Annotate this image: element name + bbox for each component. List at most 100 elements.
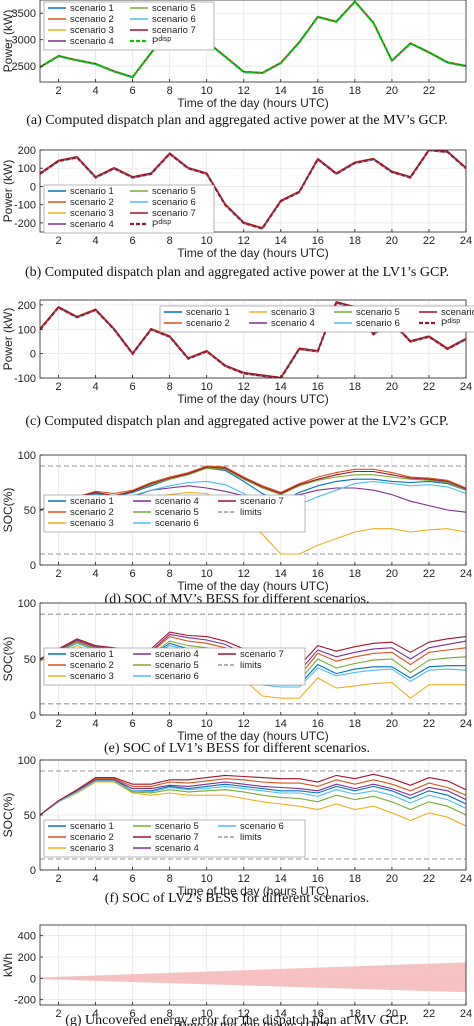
legend-label: scenario 7 xyxy=(152,208,196,219)
legend-label: scenario 3 xyxy=(70,518,114,529)
x-tick-label: 14 xyxy=(275,873,287,885)
x-tick-label: 4 xyxy=(93,1008,99,1020)
legend-label: scenario 5 xyxy=(356,307,400,318)
x-tick-label: 16 xyxy=(312,381,324,393)
y-tick-label: 0 xyxy=(30,973,36,985)
x-tick-label: 2 xyxy=(55,1008,61,1020)
legend-label: scenario 7 xyxy=(240,496,284,507)
legend-label: scenario 5 xyxy=(152,3,196,14)
figure-caption: (a) Computed dispatch plan and aggregate… xyxy=(26,113,447,128)
legend-label: Pdisp xyxy=(152,36,171,48)
legend-label: scenario 2 xyxy=(70,507,114,518)
legend-label: scenario 6 xyxy=(240,821,284,832)
y-tick-label: 0 xyxy=(30,865,36,877)
error-band xyxy=(40,962,466,993)
legend-label: Pdisp xyxy=(152,219,171,231)
y-axis-label: Power (kW) xyxy=(1,308,15,371)
legend-label: scenario 2 xyxy=(70,197,114,208)
x-tick-label: 4 xyxy=(93,718,99,730)
legend-label: scenario 6 xyxy=(152,14,196,25)
x-tick-label: 4 xyxy=(93,873,99,885)
x-tick-label: 8 xyxy=(167,235,173,247)
legend-label: scenario 5 xyxy=(155,660,199,671)
legend-box xyxy=(43,494,306,533)
y-axis-label: SOC(%) xyxy=(1,488,15,533)
x-tick-label: 18 xyxy=(349,718,361,730)
legend-box xyxy=(43,647,306,686)
y-tick-label: 100 xyxy=(18,450,36,462)
y-tick-label: 3000 xyxy=(12,35,36,47)
legend-label: scenario 4 xyxy=(155,649,199,660)
x-tick-label: 16 xyxy=(312,85,324,97)
y-tick-label: 100 xyxy=(18,598,36,610)
y-tick-label: 200 xyxy=(18,300,36,312)
figure-caption: (b) Computed dispatch plan and aggregate… xyxy=(25,265,449,280)
x-tick-label: 22 xyxy=(423,235,435,247)
x-tick-label: 22 xyxy=(423,718,435,730)
legend-label: limits xyxy=(240,507,262,518)
x-tick-label: 18 xyxy=(349,381,361,393)
y-tick-label: -100 xyxy=(14,200,36,212)
plot-layer xyxy=(40,770,466,860)
x-tick-label: 24 xyxy=(460,873,472,885)
x-tick-label: 18 xyxy=(349,1008,361,1020)
legend-label: limits xyxy=(240,832,262,843)
x-tick-label: 14 xyxy=(275,381,287,393)
legend-label: scenario 1 xyxy=(70,186,114,197)
x-tick-label: 22 xyxy=(423,568,435,580)
x-tick-label: 2 xyxy=(55,873,61,885)
y-axis-label: SOC(%) xyxy=(1,793,15,838)
y-tick-label: 0 xyxy=(30,710,36,722)
x-tick-label: 4 xyxy=(93,235,99,247)
y-tick-label: 0 xyxy=(30,181,36,193)
legend-label: scenario 4 xyxy=(271,318,315,329)
x-tick-label: 6 xyxy=(130,718,136,730)
x-tick-label: 2 xyxy=(55,718,61,730)
y-tick-label: 0 xyxy=(30,560,36,572)
x-tick-label: 10 xyxy=(201,718,213,730)
x-tick-label: 6 xyxy=(130,873,136,885)
x-tick-label: 24 xyxy=(460,1008,472,1020)
x-tick-label: 8 xyxy=(167,381,173,393)
x-tick-label: 20 xyxy=(386,568,398,580)
x-tick-label: 8 xyxy=(167,873,173,885)
legend-label: scenario 4 xyxy=(70,36,114,47)
series-line-scenario-4 xyxy=(40,779,466,816)
dispatch-plan-line xyxy=(40,0,466,79)
series-line-scenario-7 xyxy=(40,773,466,816)
legend-label: scenario 4 xyxy=(70,219,114,230)
legend-label: scenario 2 xyxy=(186,318,230,329)
y-tick-label: -200 xyxy=(14,218,36,230)
legend-box xyxy=(43,819,306,858)
x-tick-label: 14 xyxy=(275,568,287,580)
y-axis-label: SOC(%) xyxy=(1,637,15,682)
x-tick-label: 6 xyxy=(130,235,136,247)
x-tick-label: 12 xyxy=(238,873,250,885)
x-tick-label: 12 xyxy=(238,718,250,730)
x-tick-label: 22 xyxy=(423,381,435,393)
x-tick-label: 10 xyxy=(201,1008,213,1020)
x-tick-label: 10 xyxy=(201,873,213,885)
x-tick-label: 18 xyxy=(349,235,361,247)
legend-label: scenario 4 xyxy=(155,843,199,854)
legend-label: scenario 3 xyxy=(70,208,114,219)
legend-label: scenario 5 xyxy=(152,186,196,197)
dispatch-plan-line xyxy=(40,301,466,378)
x-tick-label: 8 xyxy=(167,1008,173,1020)
y-tick-label: 2500 xyxy=(12,61,36,73)
x-axis-label: Time of the day (hours UTC) xyxy=(177,96,329,110)
legend-label: scenario 3 xyxy=(70,843,114,854)
legend-label: scenario 2 xyxy=(70,832,114,843)
x-tick-label: 16 xyxy=(312,568,324,580)
y-tick-label: 200 xyxy=(18,952,36,964)
legend-label: scenario 1 xyxy=(70,496,114,507)
x-tick-label: 14 xyxy=(275,718,287,730)
x-tick-label: 6 xyxy=(130,381,136,393)
